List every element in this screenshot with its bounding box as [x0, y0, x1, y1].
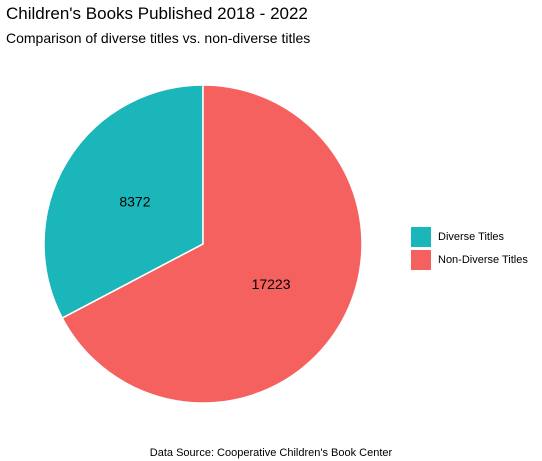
chart-subtitle: Comparison of diverse titles vs. non-div…	[6, 30, 311, 46]
legend-swatch-non-diverse	[411, 249, 431, 270]
legend-label-non-diverse: Non-Diverse Titles	[438, 253, 528, 266]
pie-data-labels: 8372 17223	[119, 194, 290, 292]
pie-slice-non-diverse	[61, 84, 363, 404]
legend-item-non-diverse: Non-Diverse Titles	[411, 248, 528, 271]
data-source-caption: Data Source: Cooperative Children's Book…	[149, 447, 393, 459]
pie-slice-diverse	[43, 84, 204, 320]
data-label-non-diverse: 17223	[252, 276, 291, 292]
legend: Diverse Titles Non-Diverse Titles	[411, 225, 528, 271]
legend-swatch-diverse	[411, 226, 431, 247]
legend-label-diverse: Diverse Titles	[438, 230, 505, 243]
data-label-diverse: 8372	[119, 194, 150, 210]
legend-item-diverse: Diverse Titles	[411, 225, 528, 248]
pie-slices	[43, 84, 363, 404]
chart-title: Children's Books Published 2018 - 2022	[6, 4, 308, 23]
